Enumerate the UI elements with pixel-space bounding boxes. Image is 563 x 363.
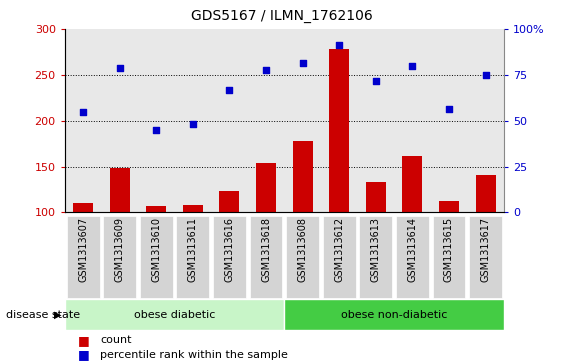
Bar [439,201,459,212]
FancyBboxPatch shape [396,216,429,298]
Text: GSM1313610: GSM1313610 [151,217,161,282]
Text: GSM1313612: GSM1313612 [334,217,344,282]
Text: obese non-diabetic: obese non-diabetic [341,310,447,320]
FancyBboxPatch shape [284,299,504,330]
Bar [293,141,312,212]
Point [372,78,381,84]
FancyBboxPatch shape [432,216,466,298]
Bar [256,163,276,212]
Point [225,87,234,93]
Bar [329,49,349,212]
Text: GDS5167 / ILMN_1762106: GDS5167 / ILMN_1762106 [191,9,372,23]
Point [481,72,490,78]
Text: GSM1313615: GSM1313615 [444,217,454,282]
Bar [110,168,129,212]
Bar [366,182,386,212]
Point [298,60,307,66]
Text: disease state: disease state [6,310,80,320]
Text: ■: ■ [78,348,90,361]
FancyBboxPatch shape [286,216,319,298]
FancyBboxPatch shape [249,216,283,298]
Text: percentile rank within the sample: percentile rank within the sample [100,350,288,360]
Point [115,66,124,72]
Text: obese diabetic: obese diabetic [134,310,215,320]
FancyBboxPatch shape [176,216,209,298]
Text: GSM1313611: GSM1313611 [188,217,198,282]
Text: GSM1313613: GSM1313613 [371,217,381,282]
Point [79,109,88,114]
Text: GSM1313607: GSM1313607 [78,217,88,282]
FancyBboxPatch shape [323,216,356,298]
Point [334,42,343,48]
Bar [220,191,239,212]
Bar [73,203,93,212]
Bar [403,155,422,212]
Point [188,122,197,127]
FancyBboxPatch shape [213,216,246,298]
Point [408,63,417,69]
Point [261,68,270,73]
FancyBboxPatch shape [103,216,136,298]
Text: count: count [100,335,131,345]
FancyBboxPatch shape [359,216,392,298]
Text: GSM1313609: GSM1313609 [115,217,124,282]
FancyBboxPatch shape [140,216,173,298]
Point [152,127,161,133]
FancyBboxPatch shape [65,299,284,330]
Text: GSM1313618: GSM1313618 [261,217,271,282]
Text: GSM1313616: GSM1313616 [225,217,234,282]
FancyBboxPatch shape [469,216,502,298]
Bar [183,205,203,212]
Text: GSM1313617: GSM1313617 [481,217,490,282]
Text: GSM1313614: GSM1313614 [408,217,417,282]
Bar [146,206,166,212]
Text: GSM1313608: GSM1313608 [298,217,307,282]
Text: ■: ■ [78,334,90,347]
Point [445,106,454,112]
FancyBboxPatch shape [66,216,100,298]
Bar [476,175,495,212]
Text: ▶: ▶ [55,310,62,320]
